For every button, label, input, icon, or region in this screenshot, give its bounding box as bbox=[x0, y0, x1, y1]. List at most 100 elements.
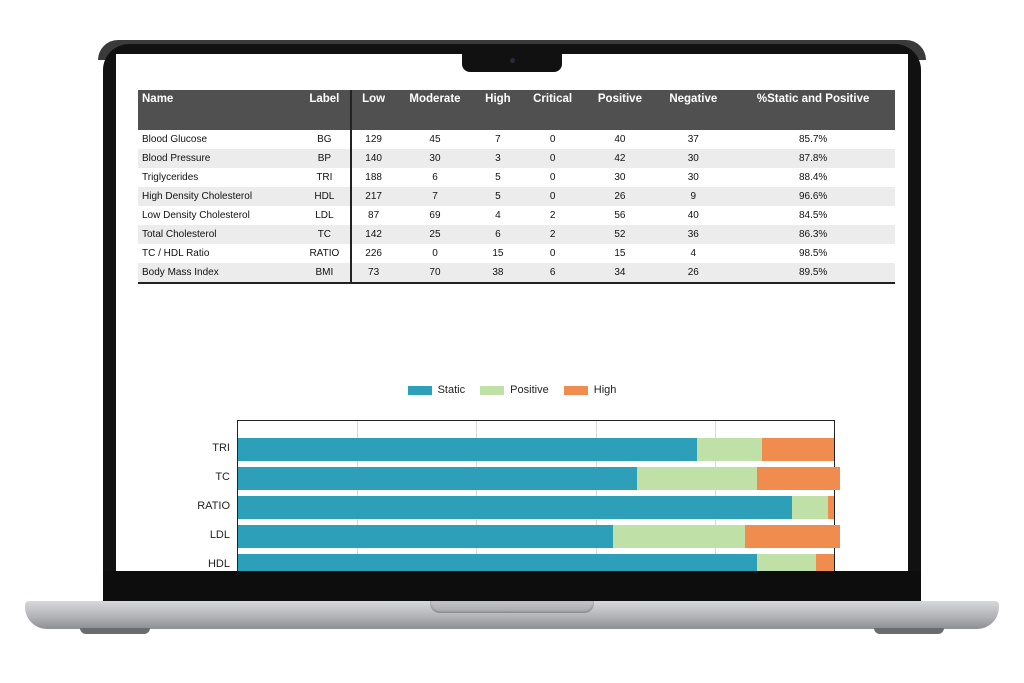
table-row: Blood Glucose BG 129 45 7 0 40 37 85.7% bbox=[138, 130, 895, 149]
bar-segment-static bbox=[238, 467, 638, 490]
legend-item-positive: Positive bbox=[480, 384, 549, 396]
header-label: Label bbox=[298, 90, 353, 130]
bar-ratio bbox=[238, 496, 834, 519]
table-cell: 69 bbox=[429, 210, 441, 221]
table-cell: Blood Pressure bbox=[138, 149, 299, 168]
table-cell: 89.5% bbox=[731, 263, 895, 284]
table-cell: 87.8% bbox=[731, 149, 895, 168]
table-cell: 226 bbox=[365, 248, 382, 259]
laptop-chin bbox=[103, 571, 921, 603]
legend-item-high: High bbox=[563, 384, 617, 396]
table-cell: 6 bbox=[520, 263, 585, 284]
table-cell: 26 bbox=[584, 187, 656, 206]
table-cell: TRI bbox=[298, 168, 353, 187]
category-label: LDL bbox=[209, 529, 230, 541]
table-cell: 30 bbox=[655, 149, 732, 168]
table-cell: 188 bbox=[365, 172, 382, 183]
table-cell: 37 bbox=[687, 134, 699, 145]
table-cell: 70 bbox=[394, 263, 476, 284]
bar-tc bbox=[238, 467, 840, 490]
bar-segment-positive bbox=[792, 496, 829, 519]
table-cell: 0 bbox=[520, 149, 585, 168]
header-static-positive: %Static and Positive bbox=[731, 90, 895, 130]
table-cell: 87 bbox=[368, 210, 380, 221]
bar-segment-static bbox=[238, 554, 757, 571]
table-cell: 98.5% bbox=[798, 248, 828, 259]
table-cell: BP bbox=[298, 149, 353, 168]
table-cell: Blood Glucose bbox=[142, 134, 208, 145]
bar-segment-high bbox=[756, 467, 840, 490]
header-critical: Critical bbox=[520, 90, 585, 130]
camera-notch bbox=[462, 52, 562, 72]
table-row: Triglycerides TRI 188 6 5 0 30 30 88.4% bbox=[138, 168, 895, 187]
table-cell: 6 bbox=[475, 225, 521, 244]
table-cell: 5 bbox=[475, 187, 521, 206]
table-cell: 38 bbox=[475, 263, 521, 284]
table-cell: 30 bbox=[394, 149, 476, 168]
table-cell: 26 bbox=[655, 263, 732, 284]
table-cell: 129 bbox=[365, 134, 382, 145]
stacked-bar-plot bbox=[237, 420, 840, 571]
table-cell: 30 bbox=[614, 172, 626, 183]
bar-segment-static bbox=[238, 438, 697, 461]
table-cell: 0 bbox=[432, 248, 438, 259]
table-cell: 0 bbox=[549, 134, 556, 145]
category-label: TC bbox=[215, 471, 230, 483]
legend-swatch bbox=[480, 385, 505, 395]
table-cell: 86.3% bbox=[731, 225, 895, 244]
table-cell: TC bbox=[298, 225, 353, 244]
legend-swatch bbox=[407, 385, 432, 395]
bar-segment-static bbox=[238, 525, 614, 548]
table-cell: 4 bbox=[690, 248, 697, 259]
table-header-row: Name Label Low Moderate High Critical Po… bbox=[138, 90, 895, 130]
table-row: Body Mass Index BMI 73 70 38 6 34 26 89.5% bbox=[138, 263, 895, 284]
bar-segment-high bbox=[762, 438, 834, 461]
header-positive: Positive bbox=[584, 90, 656, 130]
table-cell: 9 bbox=[655, 187, 732, 206]
table-cell: 0 bbox=[520, 187, 585, 206]
legend-label: High bbox=[593, 384, 617, 396]
table-cell: Triglycerides bbox=[142, 172, 199, 183]
laptop-screen: Name Label Low Moderate High Critical Po… bbox=[116, 54, 908, 571]
table-cell: TC / HDL Ratio bbox=[142, 248, 210, 259]
bar-segment-positive bbox=[637, 467, 757, 490]
table-cell: 45 bbox=[429, 134, 441, 145]
table-cell: 25 bbox=[394, 225, 476, 244]
bar-segment-static bbox=[238, 496, 793, 519]
table-cell: 30 bbox=[687, 172, 699, 183]
table-row: TC / HDL Ratio RATIO 226 0 15 0 15 4 98.5% bbox=[138, 244, 895, 263]
table-cell: 0 bbox=[549, 172, 556, 183]
table-cell: 73 bbox=[351, 263, 395, 284]
category-label: TRI bbox=[212, 442, 230, 454]
table-cell: 3 bbox=[475, 149, 521, 168]
table-cell: 142 bbox=[351, 225, 395, 244]
table-cell: BMI bbox=[298, 263, 353, 284]
laptop-foot bbox=[80, 628, 150, 634]
bar-ldl bbox=[238, 525, 840, 548]
header-low: Low bbox=[351, 90, 395, 130]
table-cell: 6 bbox=[432, 172, 438, 183]
table-cell: 88.4% bbox=[798, 172, 828, 183]
bar-segment-positive bbox=[613, 525, 745, 548]
table-cell: 5 bbox=[495, 172, 501, 183]
table-cell: 84.5% bbox=[798, 210, 828, 221]
table-cell: 34 bbox=[584, 263, 656, 284]
table-cell: 40 bbox=[614, 134, 626, 145]
bar-segment-high bbox=[828, 496, 834, 519]
table-row: High Density Cholesterol HDL 217 7 5 0 26 9 96.6… bbox=[138, 187, 895, 206]
table-cell: Total Cholesterol bbox=[138, 225, 299, 244]
table-cell: 140 bbox=[351, 149, 395, 168]
bar-segment-positive bbox=[756, 554, 817, 571]
table-cell: BG bbox=[298, 130, 353, 149]
table-cell: 15 bbox=[614, 248, 626, 259]
bar-hdl bbox=[238, 554, 834, 571]
chart-legend: Static Positive High bbox=[116, 384, 908, 396]
table-row: Low Density Cholesterol LDL 87 69 4 2 56 40 84.5… bbox=[138, 206, 895, 225]
table-cell: 7 bbox=[394, 187, 476, 206]
camera-icon bbox=[510, 58, 515, 63]
table-cell: 42 bbox=[584, 149, 656, 168]
laptop-foot bbox=[874, 628, 944, 634]
table-cell: 15 bbox=[492, 248, 504, 259]
legend-item-static: Static bbox=[407, 384, 465, 396]
header-moderate: Moderate bbox=[394, 90, 476, 130]
